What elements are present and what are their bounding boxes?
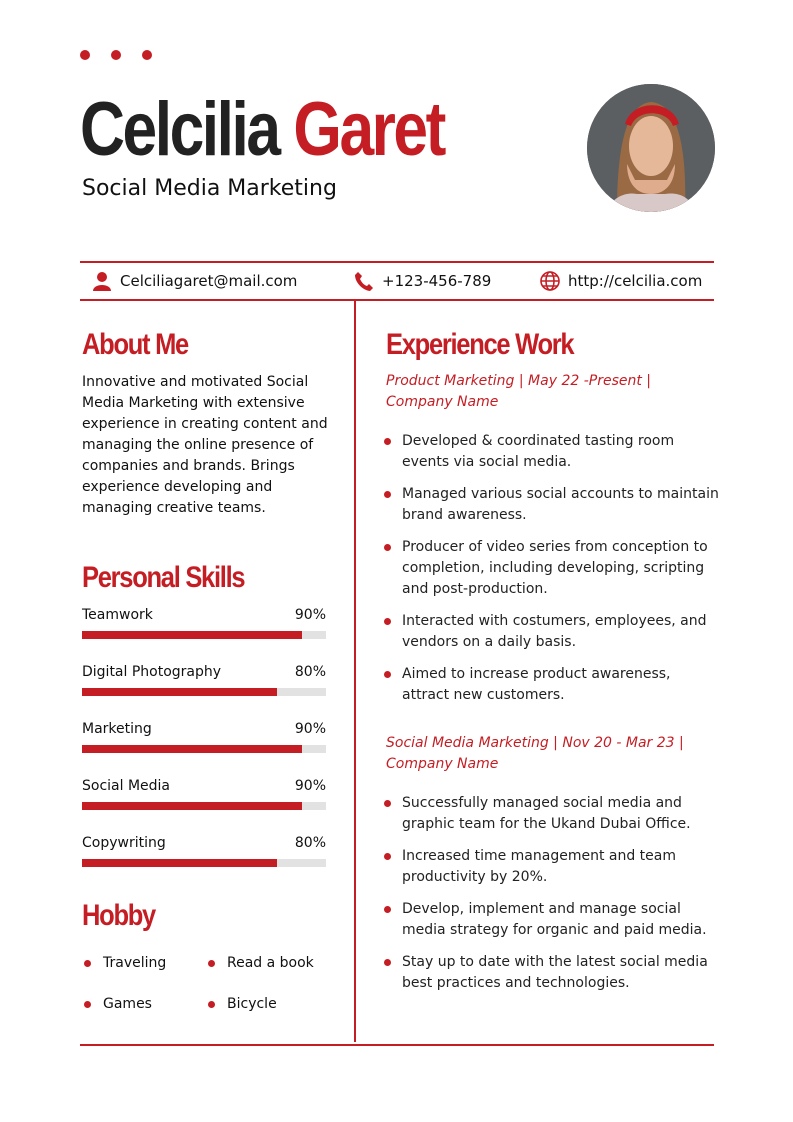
skill-bar <box>82 688 326 696</box>
skills-heading: Personal Skills <box>82 561 246 594</box>
globe-icon <box>540 271 560 291</box>
skill-label: Teamwork <box>82 607 153 623</box>
decor-dot <box>142 50 152 60</box>
experience-bullet: Producer of video series from conception… <box>384 537 719 600</box>
skill-value: 80% <box>294 835 326 851</box>
phone-icon <box>355 272 373 291</box>
skill-bar-fill <box>82 859 278 867</box>
about-heading: About Me <box>82 328 189 361</box>
skill-item: Marketing 90% <box>82 721 326 753</box>
skill-item: Digital Photography 80% <box>82 664 326 696</box>
bullet-icon <box>384 671 391 678</box>
profile-photo <box>587 84 715 212</box>
skill-value: 90% <box>294 721 326 737</box>
skill-bar <box>82 859 326 867</box>
job-bullets: Developed & coordinated tasting room eve… <box>384 431 719 717</box>
bullet-icon <box>384 491 391 498</box>
skill-value: 90% <box>294 607 326 623</box>
skill-value: 80% <box>294 664 326 680</box>
skill-bar <box>82 745 326 753</box>
about-text: Innovative and motivated Social Media Ma… <box>82 374 328 516</box>
bullet-icon <box>384 800 391 807</box>
skill-label: Copywriting <box>82 835 166 851</box>
bullet-icon <box>384 959 391 966</box>
bullet-icon <box>84 959 91 967</box>
bullet-icon <box>208 1000 215 1008</box>
skill-item: Teamwork 90% <box>82 607 326 639</box>
bullet-icon <box>208 959 215 967</box>
experience-bullet: Develop, implement and manage social med… <box>384 899 719 941</box>
decor-dot <box>80 50 90 60</box>
skill-label: Marketing <box>82 721 152 737</box>
skill-item: Copywriting 80% <box>82 835 326 867</box>
experience-bullet: Aimed to increase product awareness, att… <box>384 664 719 706</box>
skill-bar-fill <box>82 631 302 639</box>
decor-dot <box>111 50 121 60</box>
hobby-item: Traveling <box>84 955 166 971</box>
skill-value: 90% <box>294 778 326 794</box>
bullet-icon <box>384 618 391 625</box>
column-divider <box>354 300 356 1042</box>
experience-bullet: Stay up to date with the latest social m… <box>384 952 719 994</box>
job-title: Social Media Marketing | Nov 20 - Mar 23… <box>386 735 684 772</box>
skill-bar <box>82 802 326 810</box>
job-title: Product Marketing | May 22 -Present | Co… <box>386 373 652 410</box>
bullet-icon <box>384 544 391 551</box>
contact-email[interactable]: Celciliagaret@mail.com <box>92 271 297 291</box>
job-title: Social Media Marketing <box>82 176 337 201</box>
bullet-icon <box>84 1000 91 1008</box>
hobby-heading: Hobby <box>82 899 156 932</box>
bullet-icon <box>384 853 391 860</box>
skill-label: Digital Photography <box>82 664 222 680</box>
divider-line <box>80 1044 714 1046</box>
full-name: Celcilia Garet <box>80 87 446 172</box>
job-bullets: Successfully managed social media and gr… <box>384 793 719 1005</box>
experience-bullet: Increased time management and team produ… <box>384 846 719 888</box>
hobby-item: Read a book <box>208 955 314 971</box>
divider-line <box>80 299 714 301</box>
experience-bullet: Managed various social accounts to maint… <box>384 484 719 526</box>
bullet-icon <box>384 438 391 445</box>
divider-line <box>80 261 714 263</box>
experience-heading: Experience Work <box>386 328 575 361</box>
contact-phone[interactable]: +123-456-789 <box>354 271 491 291</box>
skill-item: Social Media 90% <box>82 778 326 810</box>
experience-bullet: Developed & coordinated tasting room eve… <box>384 431 719 473</box>
user-icon <box>93 272 111 291</box>
hobby-item: Bicycle <box>208 996 277 1012</box>
skill-bar-fill <box>82 745 302 753</box>
hobby-item: Games <box>84 996 152 1012</box>
bullet-icon <box>384 906 391 913</box>
experience-bullet: Successfully managed social media and gr… <box>384 793 719 835</box>
skill-bar <box>82 631 326 639</box>
experience-bullet: Interacted with costumers, employees, an… <box>384 611 719 653</box>
skill-bar-fill <box>82 802 302 810</box>
skill-label: Social Media <box>82 778 171 794</box>
contact-website[interactable]: http://celcilia.com <box>540 271 702 291</box>
skill-bar-fill <box>82 688 278 696</box>
